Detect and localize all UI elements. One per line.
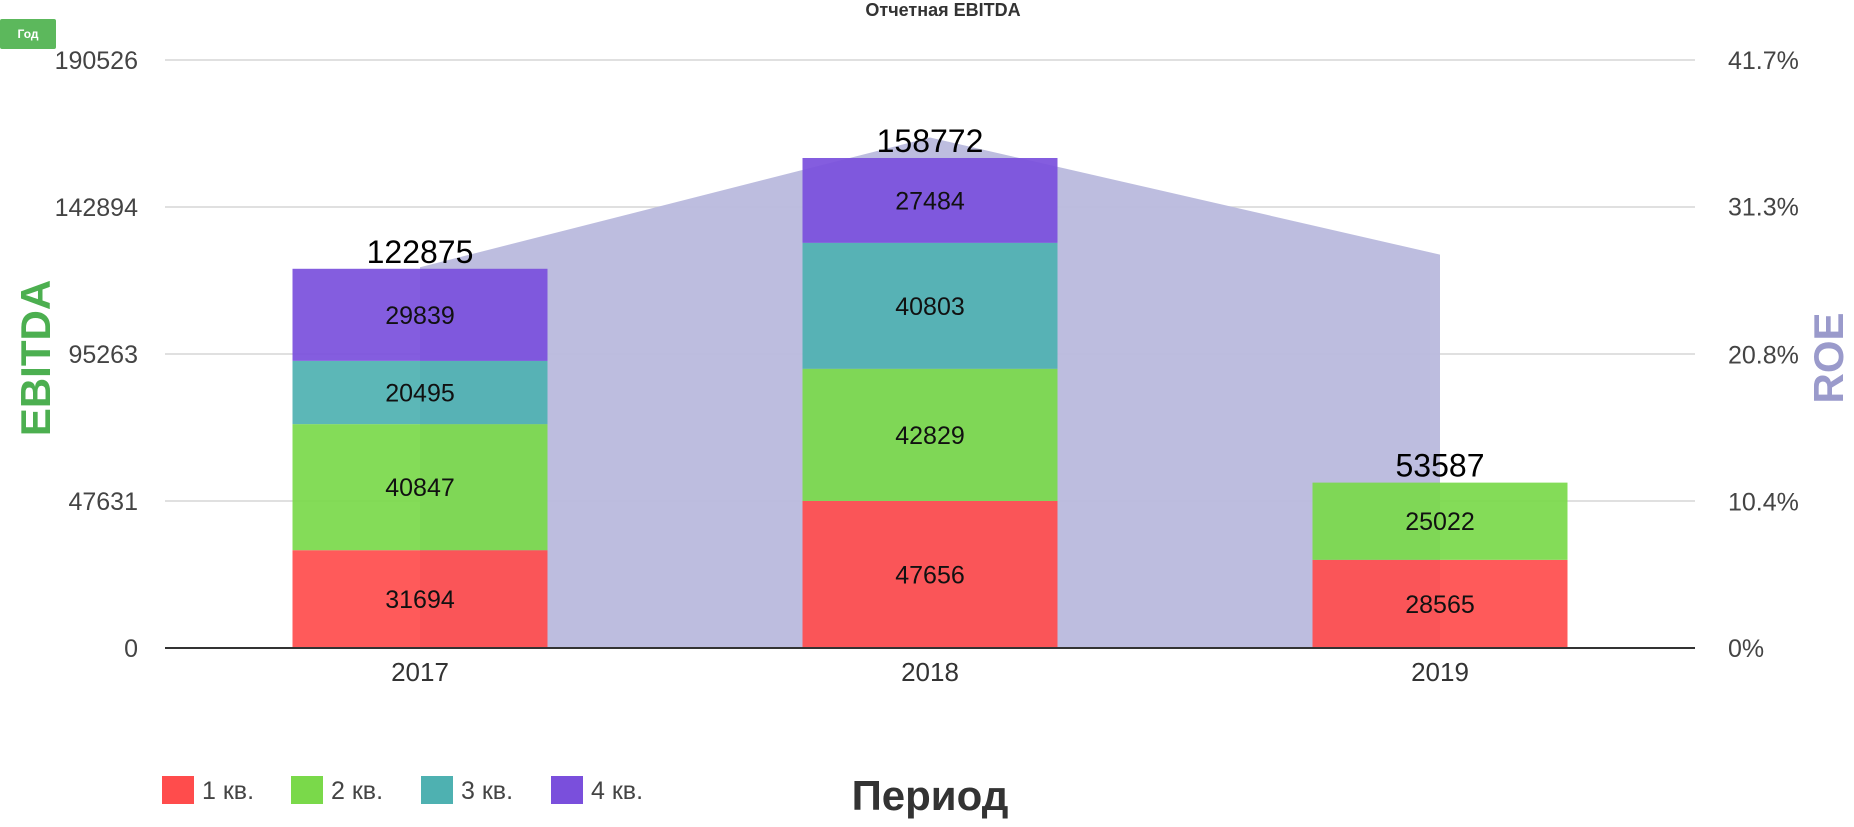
- bar-segment: [802, 500, 1058, 648]
- bar-segment-label: 40847: [385, 474, 455, 502]
- y-axis-title: EBITDA: [12, 280, 59, 436]
- bar-segment: [292, 550, 548, 648]
- bar-segment-label: 25022: [1405, 508, 1475, 536]
- legend-swatch: [421, 776, 453, 804]
- legend-label: 2 кв.: [331, 777, 383, 805]
- x-tick-label: 2017: [391, 657, 449, 687]
- x-tick-label: 2019: [1411, 657, 1469, 687]
- y-tick-label: 142894: [55, 194, 139, 222]
- bar-segment: [1312, 559, 1568, 648]
- bar-segment: [1312, 482, 1568, 560]
- chart-title: Отчетная EBITDA: [865, 0, 1020, 20]
- legend: 1 кв. 2 кв. 3 кв. 4 кв.: [162, 776, 643, 805]
- year-period-button[interactable]: Год: [0, 19, 56, 49]
- x-axis-title: Период: [852, 772, 1009, 819]
- x-tick-label: 2018: [901, 657, 959, 687]
- bar-total-label: 53587: [1396, 448, 1485, 484]
- y2-tick-label: 41.7%: [1728, 47, 1799, 75]
- bar-segment-label: 31694: [385, 586, 455, 614]
- x-axis: 2017 2018 2019: [165, 647, 1695, 687]
- bar-segment-label: 42829: [895, 422, 965, 450]
- bars: [292, 157, 1568, 648]
- bar-segment: [292, 360, 548, 425]
- bar-segment: [802, 368, 1058, 501]
- bar-segment-label: 47656: [895, 561, 965, 589]
- bar-segment: [802, 242, 1058, 369]
- legend-label: 3 кв.: [461, 777, 513, 805]
- bar-segment: [292, 268, 548, 361]
- y-tick-label: 47631: [68, 488, 138, 516]
- y2-tick-label: 0%: [1728, 635, 1764, 663]
- bar-segment-label: 28565: [1405, 591, 1475, 619]
- y-tick-label: 95263: [68, 341, 138, 369]
- bar-segment-label: 27484: [895, 187, 965, 215]
- y2-tick-label: 31.3%: [1728, 194, 1799, 222]
- legend-swatch: [291, 776, 323, 804]
- legend-swatch: [162, 776, 194, 804]
- bar-total-label: 158772: [877, 123, 984, 159]
- legend-label: 4 кв.: [591, 777, 643, 805]
- y-tick-label: 0: [124, 635, 138, 663]
- bar-segment-label: 40803: [895, 293, 965, 321]
- y2-tick-label: 10.4%: [1728, 488, 1799, 516]
- bar-segment: [802, 157, 1058, 243]
- y-axis-left: 0 47631 95263 142894 190526: [55, 47, 139, 663]
- bar-segment-label: 20495: [385, 379, 455, 407]
- y2-axis-title: ROE: [1805, 312, 1852, 403]
- bar-total-label: 122875: [367, 234, 474, 270]
- bar-labels: 31694 40847 20495 29839 122875 47656 42829 4080…: [367, 123, 1485, 619]
- bar-segment: [292, 424, 548, 551]
- legend-swatch: [551, 776, 583, 804]
- y-axis-right: 0% 10.4% 20.8% 31.3% 41.7%: [1728, 47, 1799, 663]
- legend-label: 1 кв.: [202, 777, 254, 805]
- y-tick-label: 190526: [55, 47, 138, 75]
- y2-tick-label: 20.8%: [1728, 342, 1799, 370]
- bar-segment-label: 29839: [385, 302, 455, 330]
